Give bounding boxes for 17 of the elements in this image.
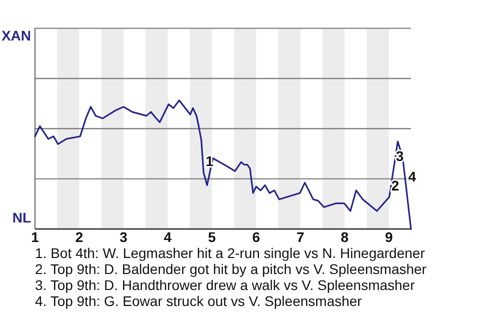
x-tick-label: 2 <box>75 229 84 245</box>
text: 4. Top 9th: G. Eowar struck out vs V. Spleensmasher <box>35 293 362 309</box>
x-tick-label: 9 <box>384 229 393 245</box>
text: 1. Bot 4th: W. Legmasher hit a 2-run single vs N. Hinegardener <box>35 245 426 261</box>
text: 3. Top 9th: D. Handthrower drew a walk vs V. Spleensmasher <box>35 277 416 293</box>
x-tick-label: 5 <box>208 229 216 245</box>
x-tick-label: 7 <box>296 229 305 245</box>
annotation: 4 <box>408 168 416 185</box>
x-tick-label: 4 <box>164 229 172 245</box>
x-tick-label: 8 <box>340 229 349 245</box>
x-tick-label: 3 <box>120 229 128 245</box>
x-tick-label: 1 <box>31 229 40 245</box>
annotation: 2 <box>391 178 400 194</box>
text: 2. Top 9th: D. Baldender got hit by a pitch vs V. Spleensmasher <box>35 261 427 277</box>
text: XAN <box>1 28 31 44</box>
text: NL <box>12 210 32 226</box>
x-tick-label: 6 <box>252 229 260 245</box>
